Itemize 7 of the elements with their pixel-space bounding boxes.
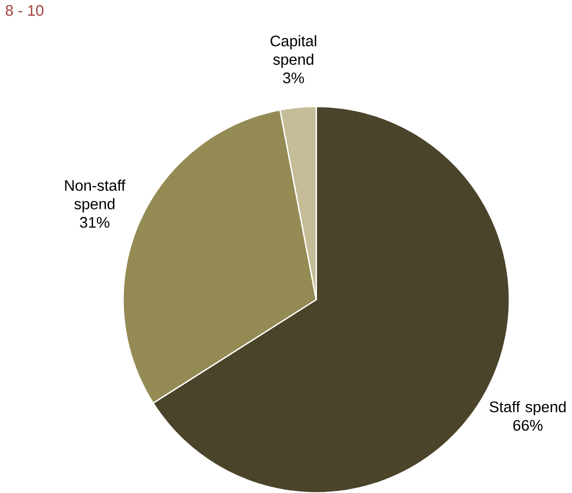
text: 8 - 10 xyxy=(6,4,44,16)
slice-label: Capital spend xyxy=(270,35,316,68)
data-label: 66% xyxy=(513,420,542,431)
slice-label: Non-staff spend xyxy=(65,179,126,212)
data-label: 31% xyxy=(80,216,110,228)
slice-label: Staff spend xyxy=(490,400,566,416)
data-label: 3% xyxy=(283,72,304,84)
